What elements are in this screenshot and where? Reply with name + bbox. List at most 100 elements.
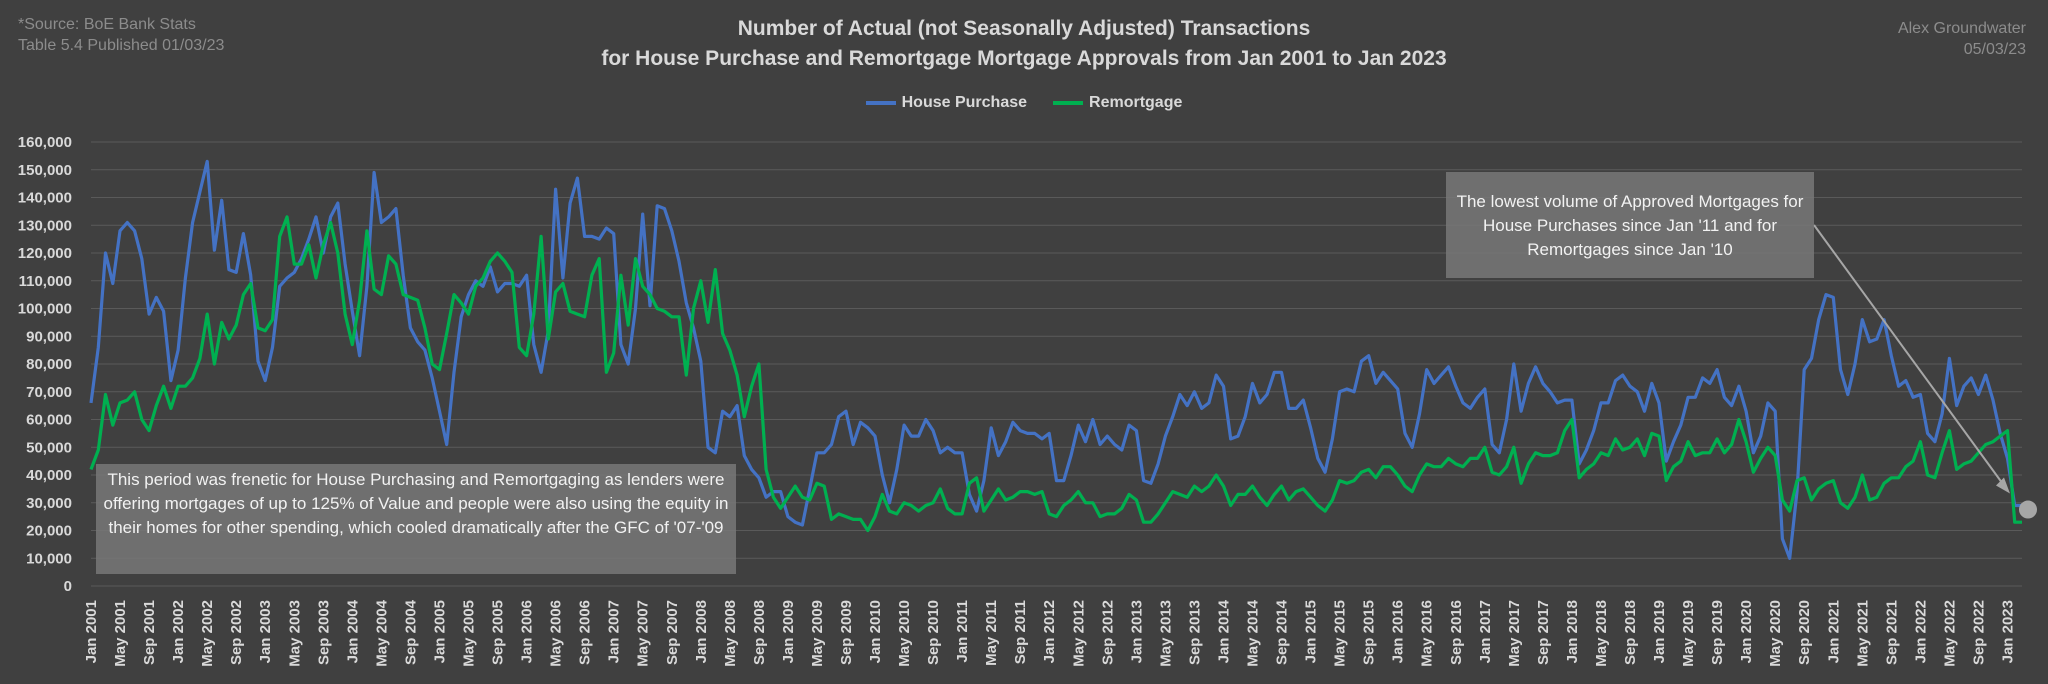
x-tick-label: May 2015 [1332, 600, 1349, 667]
x-tick-label: Jan 2009 [780, 600, 797, 663]
y-tick-label: 80,000 [26, 356, 72, 373]
legend-swatch-remortgage [1053, 101, 1084, 105]
x-tick-label: Sep 2004 [402, 599, 419, 665]
x-tick-label: Sep 2008 [751, 600, 768, 665]
x-tick-label: Jan 2008 [693, 600, 710, 663]
x-tick-label: Sep 2022 [1970, 600, 1987, 665]
legend-entry-house-purchase: House Purchase [865, 94, 1028, 112]
x-tick-label: May 2007 [635, 600, 652, 667]
x-tick-label: Jan 2021 [1825, 600, 1842, 663]
annotation-arrow [1813, 224, 2037, 519]
source-line-1: *Source: BoE Bank Stats [18, 16, 196, 33]
x-tick-label: Sep 2019 [1709, 600, 1726, 665]
y-tick-label: 140,000 [18, 190, 72, 207]
x-tick-label: Sep 2012 [1099, 600, 1116, 665]
x-tick-label: May 2004 [373, 599, 390, 666]
x-tick-label: Jan 2020 [1738, 600, 1755, 663]
x-tick-label: Sep 2018 [1622, 600, 1639, 665]
legend-label-remortgage: Remortgage [1089, 94, 1183, 111]
x-tick-label: Jan 2013 [1128, 600, 1145, 663]
legend-swatch-house-purchase [865, 101, 896, 105]
x-tick-label: Sep 2020 [1796, 600, 1813, 665]
x-tick-label: Jan 2018 [1564, 600, 1581, 663]
x-tick-label: May 2012 [1070, 600, 1087, 667]
x-tick-label: Jan 2006 [519, 600, 536, 663]
annotation-arrow-head [1996, 477, 2010, 494]
series-line-house-purchase [89, 159, 2022, 560]
y-tick-label: 160,000 [18, 134, 72, 151]
x-tick-label: Jan 2019 [1651, 600, 1668, 663]
x-tick-label: May 2016 [1419, 600, 1436, 667]
author-date: 05/03/23 [1963, 41, 2026, 58]
x-tick-label: Jan 2001 [83, 600, 100, 663]
x-tick-label: Jan 2002 [170, 600, 187, 663]
x-tick-label: May 2017 [1506, 600, 1523, 667]
x-tick-label: May 2010 [896, 600, 913, 667]
x-tick-label: Jan 2016 [1390, 600, 1407, 663]
x-tick-label: Sep 2021 [1883, 600, 1900, 665]
x-tick-label: Jan 2015 [1303, 600, 1320, 663]
y-tick-label: 120,000 [18, 245, 72, 262]
x-tick-label: Sep 2016 [1448, 600, 1465, 665]
x-tick-label: Sep 2015 [1361, 600, 1378, 665]
y-tick-label: 130,000 [18, 217, 72, 234]
y-tick-label: 110,000 [19, 273, 72, 290]
author-note: Alex Groundwater 05/03/23 [1898, 18, 2026, 60]
x-tick-label: May 2011 [983, 600, 1000, 666]
x-tick-label: Jan 2010 [867, 600, 884, 663]
y-tick-label: 50,000 [26, 439, 72, 456]
x-tick-label: Sep 2011 [1012, 600, 1029, 664]
x-tick-label: May 2002 [199, 600, 216, 667]
x-tick-label: May 2001 [112, 600, 129, 667]
legend-entry-remortgage: Remortgage [1053, 94, 1182, 112]
y-tick-label: 90,000 [26, 328, 72, 345]
x-tick-label: May 2018 [1593, 600, 1610, 667]
source-note: *Source: BoE Bank Stats Table 5.4 Publis… [18, 14, 224, 56]
x-tick-label: May 2005 [460, 600, 477, 667]
x-tick-label: Jan 2022 [1912, 600, 1929, 663]
x-tick-label: Sep 2009 [838, 600, 855, 665]
x-tick-label: Jan 2014 [1215, 599, 1232, 663]
x-tick-label: Sep 2001 [141, 600, 158, 665]
x-tick-label: May 2009 [809, 600, 826, 667]
x-tick-label: May 2020 [1767, 600, 1784, 667]
x-axis-ticks: Jan 2001 May 2001 Sep 2001 Jan 2002 May 2002… [83, 599, 2016, 666]
y-tick-label: 30,000 [26, 495, 72, 512]
y-axis-ticks: 0 10,000 20,000 30,000 40,000 50,000 60,000 70,… [18, 134, 72, 595]
x-tick-label: May 2013 [1157, 600, 1174, 667]
x-tick-label: Sep 2010 [925, 600, 942, 665]
x-tick-label: May 2019 [1680, 600, 1697, 667]
x-tick-label: Jan 2012 [1041, 600, 1058, 663]
x-tick-label: Sep 2013 [1186, 600, 1203, 665]
x-tick-label: May 2008 [722, 600, 739, 667]
x-tick-label: Sep 2002 [228, 600, 245, 665]
x-tick-label: Sep 2007 [664, 600, 681, 665]
annotation-highlight-dot [2019, 500, 2037, 519]
x-tick-label: Jan 2007 [606, 600, 623, 663]
y-tick-label: 100,000 [18, 301, 72, 318]
chart-title: Number of Actual (not Seasonally Adjuste… [737, 17, 1311, 40]
y-tick-label: 10,000 [26, 550, 72, 567]
y-tick-label: 20,000 [26, 523, 72, 540]
annotation-arrow-line [1813, 224, 2005, 487]
legend-label-house-purchase: House Purchase [901, 94, 1028, 111]
x-tick-label: Sep 2003 [315, 600, 332, 665]
chart-subtitle: for House Purchase and Remortgage Mortga… [601, 47, 1447, 70]
x-tick-label: May 2014 [1245, 599, 1262, 666]
x-tick-label: Sep 2014 [1274, 599, 1291, 665]
series-lines [89, 159, 2022, 560]
y-tick-label: 70,000 [26, 384, 72, 401]
x-tick-label: May 2003 [286, 600, 303, 667]
y-tick-label: 60,000 [26, 412, 72, 429]
annotation-gfc-period: This period was frenetic for House Purch… [96, 464, 736, 574]
y-tick-label: 150,000 [18, 162, 72, 179]
chart-title-block: Number of Actual (not Seasonally Adjuste… [0, 14, 2048, 74]
x-tick-label: Sep 2005 [490, 600, 507, 665]
x-tick-label: May 2021 [1854, 600, 1871, 667]
x-tick-label: Jan 2017 [1477, 600, 1494, 663]
legend: House Purchase Remortgage [0, 94, 2048, 112]
source-line-2: Table 5.4 Published 01/03/23 [18, 37, 225, 54]
x-tick-label: Jan 2023 [1999, 600, 2016, 663]
x-tick-label: Jan 2004 [344, 599, 361, 663]
